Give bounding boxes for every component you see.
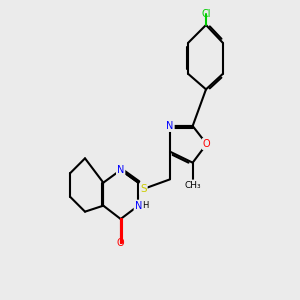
Text: H: H: [142, 201, 148, 210]
Text: CH₃: CH₃: [184, 181, 201, 190]
Text: N: N: [166, 121, 174, 131]
Text: N: N: [117, 165, 124, 175]
Text: O: O: [203, 139, 211, 149]
Text: S: S: [140, 184, 147, 194]
Text: N: N: [135, 201, 142, 211]
Text: Cl: Cl: [201, 9, 211, 19]
Text: O: O: [117, 238, 124, 248]
